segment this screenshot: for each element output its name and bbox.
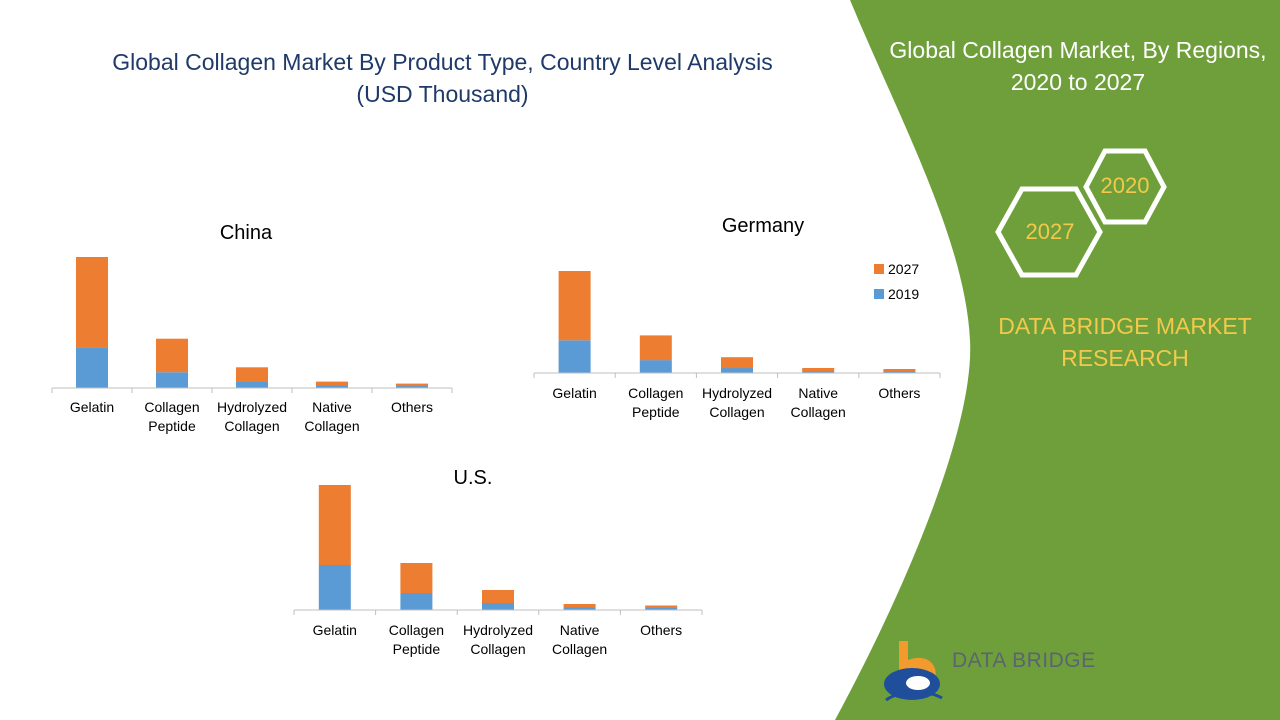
bar-germany-others-2027 xyxy=(883,369,916,372)
brand-name: DATA BRIDGE MARKET RESEARCH xyxy=(990,310,1260,374)
bar-germany-others-2019 xyxy=(883,371,916,373)
category-label-line: Gelatin xyxy=(69,399,115,415)
legend-label-2027: 2027 xyxy=(888,260,920,277)
bar-germany-gelatin-2027 xyxy=(558,271,591,341)
green-side-panel xyxy=(835,0,1280,720)
bar-us-gelatin-2027 xyxy=(318,485,351,565)
bar-china-native-collagen-2027 xyxy=(316,381,348,386)
category-label-line: Collagen xyxy=(224,418,280,434)
category-label-china-3: Native Collagen xyxy=(287,398,377,436)
category-label-line: Native xyxy=(798,385,839,401)
category-label-line: Others xyxy=(640,622,683,638)
bar-germany-collagen-peptide-2027 xyxy=(639,335,672,361)
bar-us-hydrolyzed-collagen-2027 xyxy=(482,590,514,603)
badge-2027-label: 2027 xyxy=(1025,219,1075,244)
category-label-us-4: Others xyxy=(616,621,706,640)
legend-swatch-2019 xyxy=(874,288,884,299)
data-bridge-logo-icon xyxy=(884,641,943,702)
category-label-us-2: Hydrolyzed Collagen xyxy=(453,621,543,659)
bar-china-gelatin-2019 xyxy=(76,347,108,388)
chart-legend: 2027 2019 xyxy=(874,256,919,306)
category-label-germany-0: Gelatin xyxy=(530,384,620,403)
category-label-germany-2: Hydrolyzed Collagen xyxy=(692,384,782,422)
bar-china-others-2019 xyxy=(396,386,428,388)
bar-us-others-2027 xyxy=(645,605,678,608)
chart-title-us: U.S. xyxy=(453,467,493,489)
category-label-line: Collagen xyxy=(144,399,200,415)
badge-2020-label: 2020 xyxy=(1100,173,1150,198)
brand-name-line1: DATA BRIDGE MARKET xyxy=(998,313,1252,339)
category-label-us-0: Gelatin xyxy=(290,621,380,640)
bar-us-native-collagen-2019 xyxy=(563,607,596,610)
bar-germany-native-collagen-2027 xyxy=(802,368,835,372)
logo-text: DATA BRIDGE xyxy=(952,649,1096,672)
bar-china-hydrolyzed-collagen-2027 xyxy=(236,367,268,382)
category-label-line: Native xyxy=(312,399,352,415)
bar-china-hydrolyzed-collagen-2019 xyxy=(236,381,268,388)
category-label-china-4: Others xyxy=(367,398,457,417)
bar-us-hydrolyzed-collagen-2019 xyxy=(482,603,514,610)
category-label-line: Gelatin xyxy=(312,622,357,638)
bar-china-collagen-peptide-2027 xyxy=(156,338,188,373)
bar-us-native-collagen-2027 xyxy=(563,604,596,608)
bar-china-collagen-peptide-2019 xyxy=(156,372,188,388)
legend-item-2019: 2019 xyxy=(874,281,919,306)
category-label-line: Collagen xyxy=(790,404,846,420)
category-label-line: Collagen xyxy=(551,641,608,657)
bar-china-others-2027 xyxy=(396,383,428,387)
category-label-line: Hydrolyzed xyxy=(462,622,534,638)
bar-germany-hydrolyzed-collagen-2027 xyxy=(721,357,753,369)
bar-china-native-collagen-2019 xyxy=(316,385,348,388)
category-label-line: Others xyxy=(878,385,921,401)
hexagon-2027-icon xyxy=(995,186,1103,278)
bar-us-others-2019 xyxy=(645,608,678,610)
category-label-line: Others xyxy=(390,399,433,415)
category-label-line: Native xyxy=(559,622,600,638)
category-label-line: Gelatin xyxy=(552,385,597,401)
page-title-line2: (USD Thousand) xyxy=(356,81,529,107)
category-label-china-1: Collagen Peptide xyxy=(127,398,217,436)
category-label-line: Peptide xyxy=(632,404,680,420)
bar-germany-hydrolyzed-collagen-2019 xyxy=(721,368,753,373)
bar-us-collagen-peptide-2019 xyxy=(400,593,433,610)
bar-germany-native-collagen-2019 xyxy=(802,371,835,373)
brand-name-line2: RESEARCH xyxy=(1061,345,1189,371)
legend-swatch-2027 xyxy=(874,263,884,274)
category-label-line: Collagen xyxy=(470,641,526,657)
bar-germany-collagen-peptide-2019 xyxy=(639,360,672,373)
panel-title-line1: Global Collagen Market, By Regions, xyxy=(889,37,1267,63)
category-label-line: Collagen xyxy=(304,418,360,434)
category-label-line: Peptide xyxy=(392,641,441,657)
panel-title: Global Collagen Market, By Regions, 2020… xyxy=(878,34,1278,98)
legend-item-2027: 2027 xyxy=(874,256,919,281)
bar-us-gelatin-2019 xyxy=(318,565,351,610)
legend-label-2019: 2019 xyxy=(888,285,920,302)
category-label-line: Hydrolyzed xyxy=(216,399,288,415)
category-label-line: Collagen xyxy=(709,404,765,420)
bar-germany-gelatin-2019 xyxy=(558,340,591,373)
chart-title-china: China xyxy=(219,222,273,244)
hexagon-2020-icon xyxy=(1083,148,1167,225)
category-label-us-3: Native Collagen xyxy=(535,621,625,659)
category-label-germany-3: Native Collagen xyxy=(773,384,863,422)
page-title-line1: Global Collagen Market By Product Type, … xyxy=(112,49,773,75)
category-label-china-2: Hydrolyzed Collagen xyxy=(207,398,297,436)
bar-us-collagen-peptide-2027 xyxy=(400,563,433,593)
category-label-china-0: Gelatin xyxy=(47,398,137,417)
category-label-line: Hydrolyzed xyxy=(701,385,773,401)
category-label-line: Peptide xyxy=(148,418,196,434)
panel-title-line2: 2020 to 2027 xyxy=(1010,69,1146,95)
category-label-line: Collagen xyxy=(388,622,445,638)
chart-title-germany: Germany xyxy=(721,215,805,237)
category-label-germany-1: Collagen Peptide xyxy=(611,384,701,422)
category-label-germany-4: Others xyxy=(854,384,944,403)
category-label-line: Collagen xyxy=(628,385,684,401)
page-title: Global Collagen Market By Product Type, … xyxy=(60,46,825,110)
category-label-us-1: Collagen Peptide xyxy=(371,621,461,659)
bar-china-gelatin-2027 xyxy=(76,257,108,348)
